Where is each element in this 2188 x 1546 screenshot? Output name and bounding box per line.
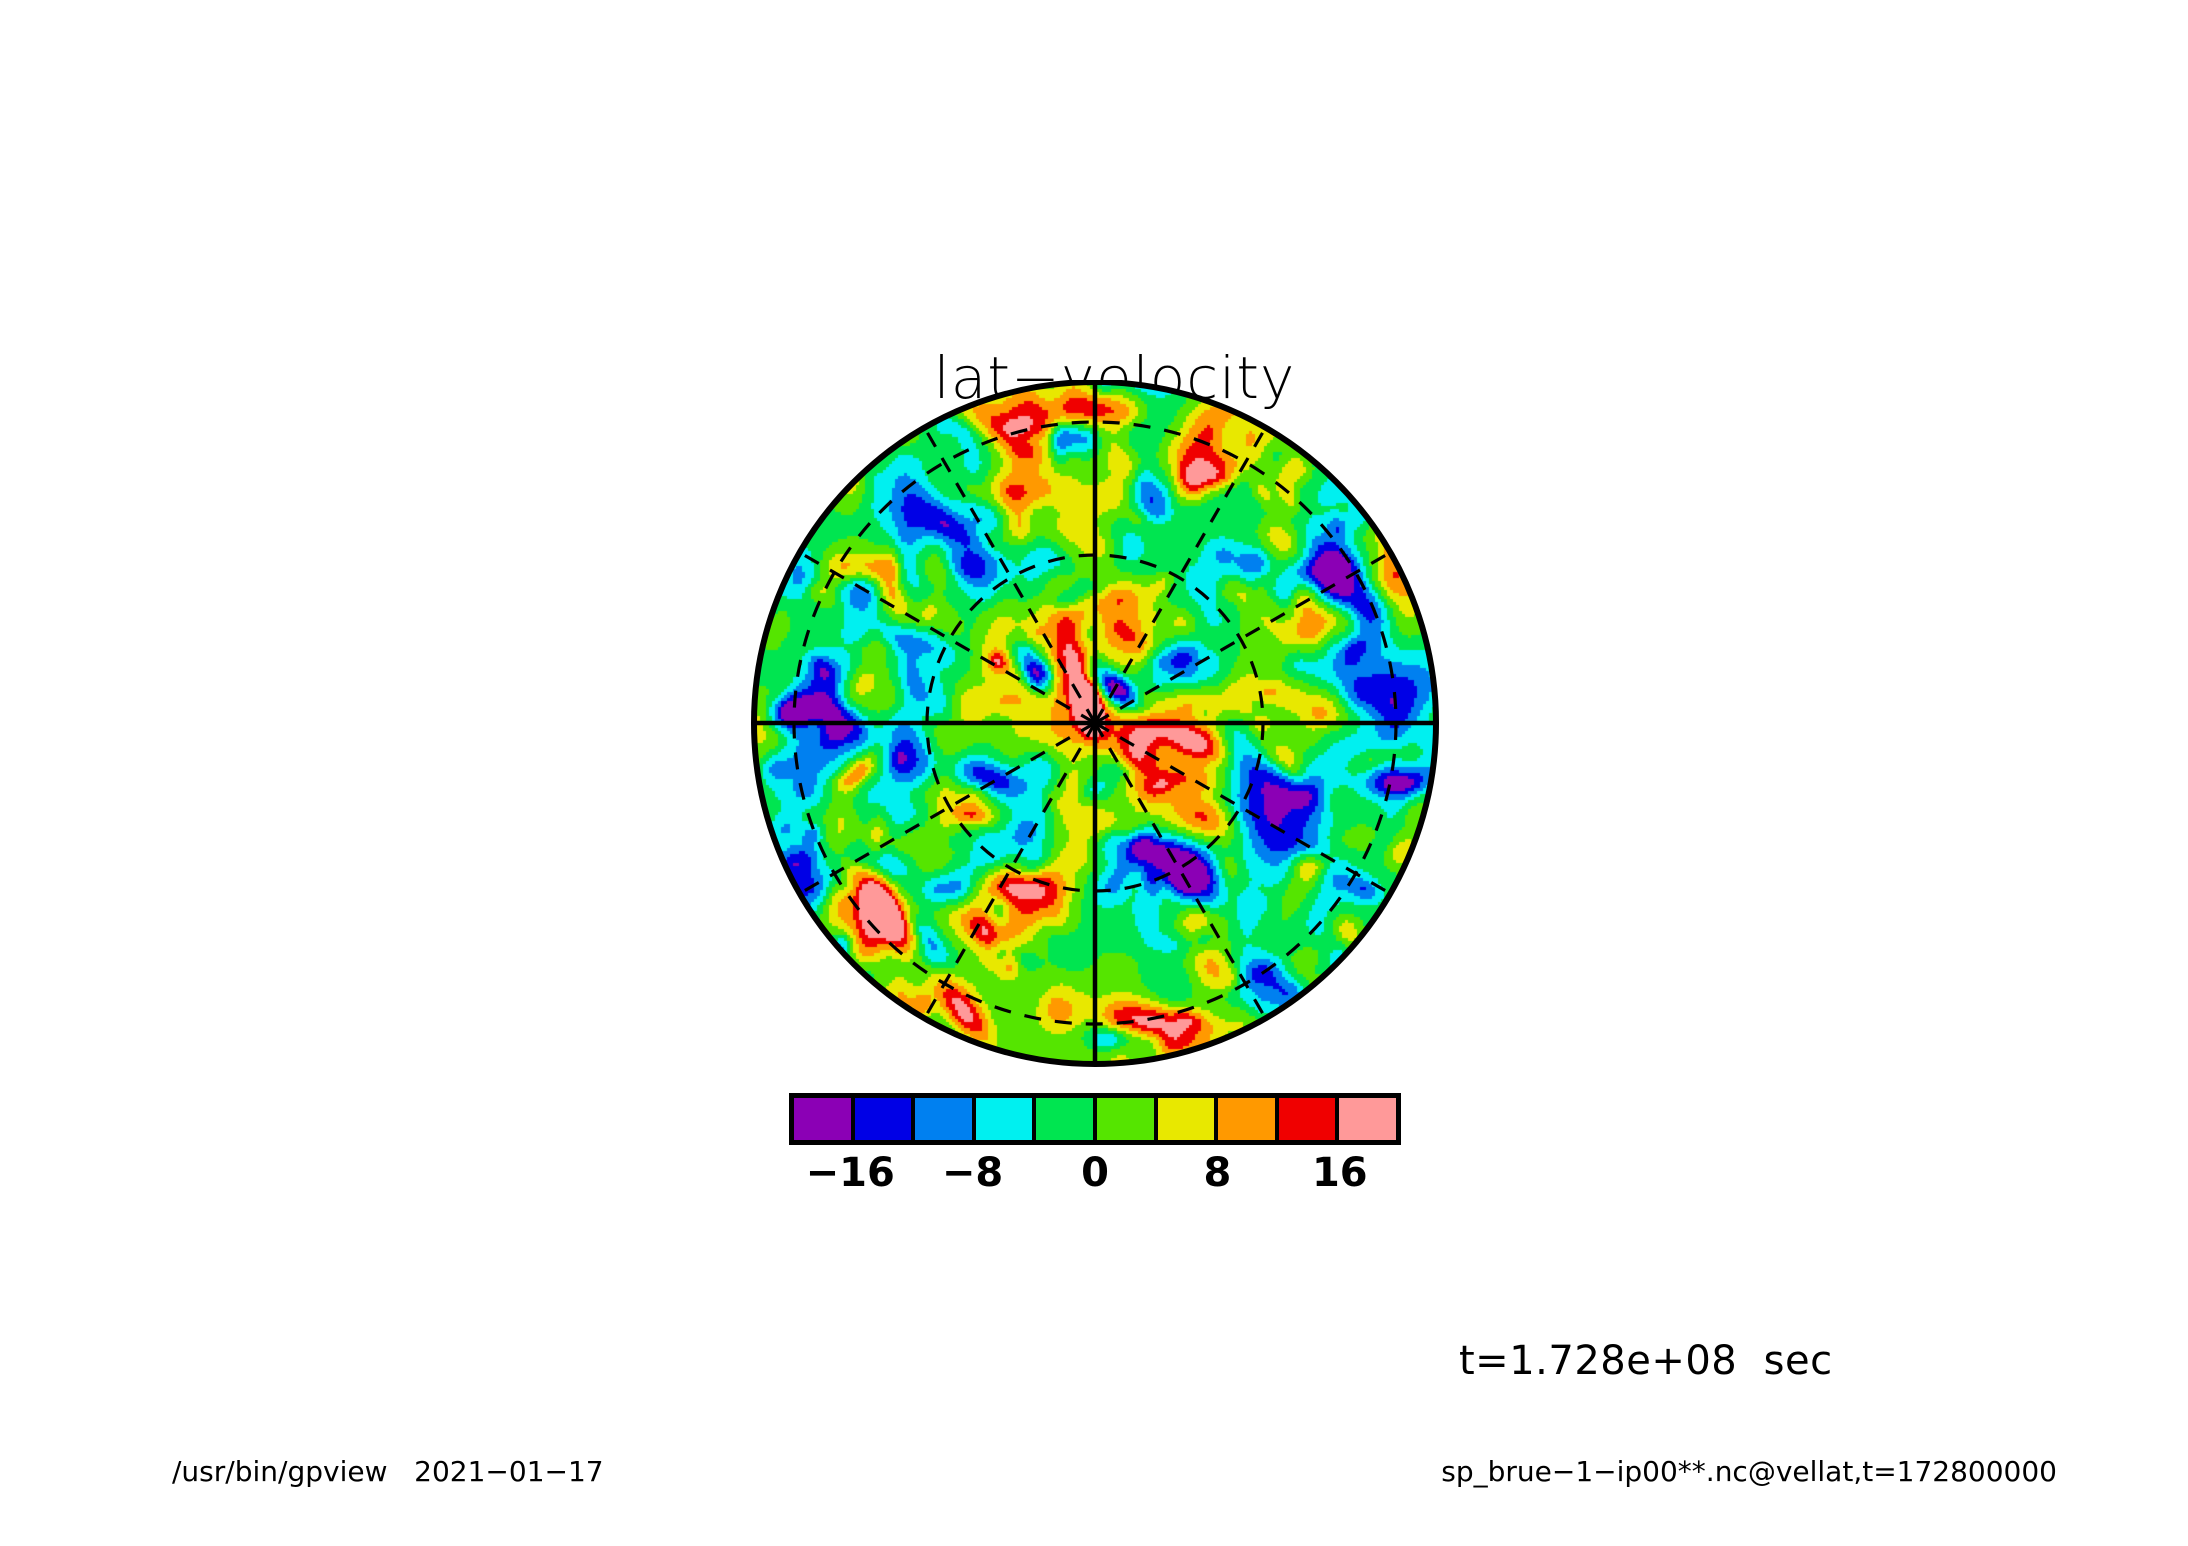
colorbar	[789, 1093, 1401, 1145]
colorbar-cell-4	[1036, 1098, 1097, 1140]
colorbar-cell-5	[1096, 1098, 1158, 1140]
footer-left-text: /usr/bin/gpview 2021−01−17	[172, 1455, 604, 1488]
meridian-line-210	[922, 722, 1097, 1021]
colorbar-tick-1: −8	[941, 1150, 1004, 1196]
colorbar-tick-0: −16	[805, 1150, 895, 1196]
colorbar-cell-6	[1157, 1098, 1219, 1140]
colorbar-swatches	[789, 1093, 1401, 1145]
colorbar-cell-2	[915, 1098, 976, 1140]
meridian-line-300	[797, 550, 1096, 725]
colorbar-cell-3	[975, 1098, 1037, 1140]
colorbar-cell-7	[1218, 1098, 1279, 1140]
polar-stereographic-plot	[751, 380, 1439, 1068]
meridian-line-30	[1093, 425, 1268, 724]
colorbar-tick-4: 16	[1311, 1150, 1368, 1196]
meridian-line-60	[1094, 550, 1393, 725]
meridian-line-150	[1093, 722, 1268, 1021]
colorbar-cell-1	[854, 1098, 916, 1140]
footer-right-text: sp_brue−1−ip00**.nc@vellat,t=172800000	[1441, 1455, 2057, 1488]
map-grid-overlay	[751, 380, 1439, 1067]
meridian-line-120	[1094, 721, 1393, 896]
colorbar-tick-2: 0	[1081, 1150, 1109, 1196]
meridian-line-240	[797, 721, 1096, 896]
colorbar-cell-9	[1339, 1098, 1396, 1140]
colorbar-cell-0	[794, 1098, 855, 1140]
time-annotation: t=1.728e+08 sec	[1459, 1338, 1833, 1384]
colorbar-tick-3: 8	[1203, 1150, 1232, 1196]
colorbar-cell-8	[1278, 1098, 1340, 1140]
map-outline-circle	[751, 380, 1439, 1067]
colorbar-tick-labels: −16 −8 0 8 16	[789, 1150, 1401, 1198]
meridian-line-330	[922, 425, 1097, 724]
